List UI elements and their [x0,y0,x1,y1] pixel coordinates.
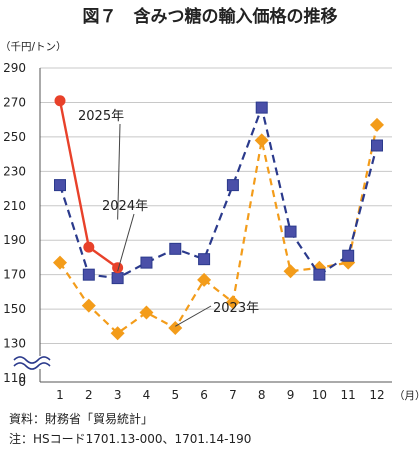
axis-break-marker [13,356,51,370]
y-axis-unit-label: （千円/トン） [0,41,67,53]
series-line [58,106,379,280]
y-tick-label: 290 [3,61,26,75]
x-tick-label: 2 [85,388,93,402]
chart-title: 図７ 含みつ糖の輸入価格の推移 [83,6,338,27]
data-point [370,117,384,132]
gridlines [40,67,392,345]
y-tick-label: 250 [3,130,26,144]
data-point [313,268,326,281]
remark-note: 注：HSコード1701.13-000、1701.14-190 [9,432,252,446]
y-tick-label: 130 [3,337,26,351]
x-tick-label: 8 [258,388,266,402]
data-point [54,95,66,107]
x-tick-label: 12 [369,388,384,402]
y-tick-label: 230 [3,164,26,178]
data-point [110,326,125,341]
x-tick-label: 7 [229,388,237,402]
series-label: 2025年 [78,109,124,124]
series-label-leader [117,123,121,220]
x-axis-unit-label: （月） [394,390,420,402]
data-point [54,179,66,192]
x-tick-label: 9 [287,388,295,402]
data-point [197,272,212,287]
axes [13,68,392,383]
data-point [112,262,124,274]
data-point [283,264,298,279]
series-line [59,124,379,335]
series-label: 2023年 [213,301,259,316]
x-tick-label: 3 [114,388,122,402]
y-tick-label: 210 [3,199,26,213]
y-tick-label: 190 [3,233,26,247]
x-tick-label: 11 [341,388,356,402]
data-point [81,298,96,313]
data-point [371,139,383,152]
data-point [225,295,240,310]
series-label: 2024年 [102,199,148,214]
y-tick-label: 150 [3,302,26,316]
data-point [254,133,269,148]
x-tick-label: 10 [312,388,327,402]
data-point [111,272,124,285]
data-point [140,256,153,269]
data-point [255,101,268,114]
line-chart: 図７ 含みつ糖の輸入価格の推移 （千円/トン） （月） 011013015017… [0,6,420,402]
y-tick-label: 0 [18,375,26,389]
series-group [53,95,384,341]
data-point [82,268,95,281]
source-note: 資料：財務省「貿易統計」 [9,412,154,426]
data-point [83,241,95,253]
x-axis-ticks: 1 2 3 4 5 6 7 8 9 10 11 12 [56,388,384,402]
x-tick-label: 4 [143,388,151,402]
x-tick-label: 1 [56,388,64,402]
data-point [198,253,211,266]
series-label-leader [117,213,135,272]
series-1 [54,101,383,285]
y-tick-label: 270 [3,95,26,109]
data-point [342,249,355,262]
data-point [169,242,182,255]
x-tick-label: 6 [200,388,208,402]
x-tick-label: 5 [171,388,179,402]
data-point [53,255,67,270]
data-point [284,225,297,238]
data-point [226,179,239,192]
series-0 [54,95,124,274]
data-point [139,305,154,320]
series-label-leader [175,305,212,327]
y-tick-label: 110 [3,371,26,385]
series-labels: 2025年 2024年 2023年 [78,109,259,327]
y-tick-label: 170 [3,268,26,282]
